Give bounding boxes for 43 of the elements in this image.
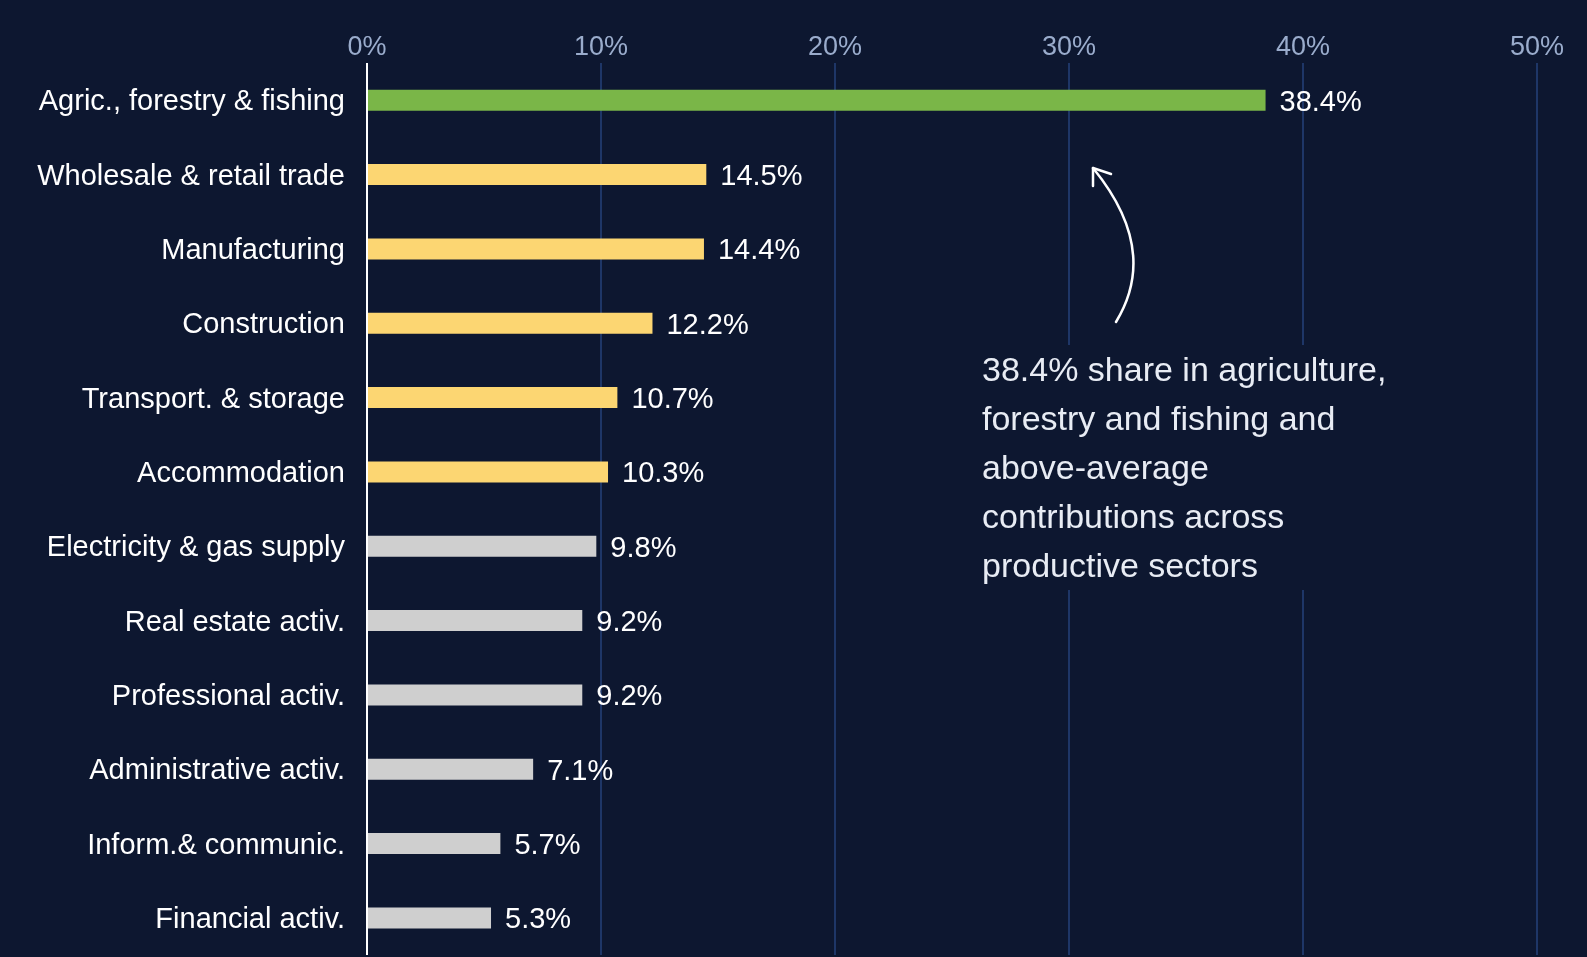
annotation: 38.4% share in agriculture, forestry and fishing and above-average contributions across productive sectors (978, 345, 1406, 590)
data-label: 14.4% (717, 233, 801, 266)
data-label: 10.7% (631, 382, 714, 415)
bar (367, 833, 501, 855)
data-label: 14.5% (720, 159, 803, 192)
bar (367, 461, 609, 483)
y-tick-label: Manufacturing (161, 233, 345, 266)
data-label: 12.2% (666, 307, 749, 340)
x-tick-label: 10% (573, 31, 629, 61)
y-tick-label: Construction (182, 307, 345, 340)
y-tick-label: Accommodation (137, 456, 345, 489)
y-tick-label: Wholesale & retail trade (37, 158, 345, 191)
bar (367, 907, 492, 929)
data-label: 9.2% (596, 679, 663, 712)
x-tick-label: 40% (1275, 31, 1331, 61)
bar (367, 610, 583, 632)
y-tick-label: Professional activ. (111, 679, 345, 712)
data-label: 9.2% (596, 605, 663, 638)
x-tick-label: 30% (1041, 31, 1097, 61)
bar (367, 758, 534, 780)
bar (367, 238, 704, 260)
y-tick-label: Electricity & gas supply (46, 530, 346, 563)
y-tick-label: Administrative activ. (89, 753, 345, 786)
bar (367, 164, 707, 186)
y-tick-label: Agric., forestry & fishing (38, 84, 345, 117)
data-label: 5.7% (514, 828, 581, 861)
x-tick-label: 20% (807, 31, 863, 61)
bar (367, 387, 618, 409)
y-tick-label: Financial activ. (155, 902, 345, 935)
data-label: 38.4% (1279, 84, 1362, 117)
y-tick-label: Real estate activ. (124, 604, 345, 637)
x-tick-label: 50% (1509, 31, 1565, 61)
bar (367, 312, 653, 334)
data-label: 7.1% (547, 753, 614, 786)
y-tick-label: Inform.& communic. (87, 827, 345, 860)
data-label: 5.3% (505, 902, 572, 935)
data-label: 10.3% (622, 456, 705, 489)
bar (367, 684, 583, 706)
y-tick-label: Transport. & storage (81, 381, 345, 414)
x-tick-label: 0% (347, 31, 387, 61)
bar (367, 89, 1266, 111)
data-label: 9.8% (610, 530, 677, 563)
bar (367, 535, 597, 557)
